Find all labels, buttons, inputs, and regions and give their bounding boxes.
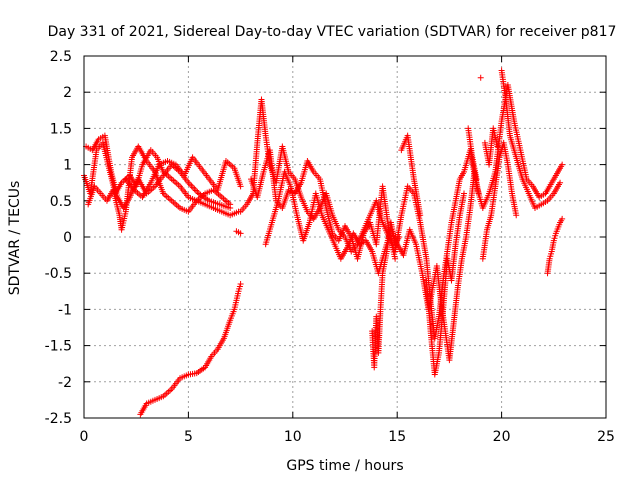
series-track-h <box>369 219 403 371</box>
data-point <box>461 190 468 197</box>
y-tick-label: -1 <box>58 302 72 318</box>
series-track-d <box>122 154 244 201</box>
series-track-c <box>85 143 234 233</box>
data-point <box>475 190 482 197</box>
series-track-g <box>262 139 520 364</box>
data-point <box>513 212 520 219</box>
data-point <box>494 143 501 150</box>
y-axis-label: SDTVAR / TECUs <box>7 181 23 296</box>
data-point <box>392 255 399 262</box>
data-point <box>227 201 234 208</box>
y-tick-label: 0.5 <box>50 194 72 210</box>
y-tick-label: 0 <box>63 230 72 246</box>
axes: 0 5 10 15 20 25 -2.5 -2 -1.5 -1 -0.5 0 0.5 1 1.5 2 2.5 <box>45 49 615 445</box>
y-tick-label: 2.5 <box>50 49 72 65</box>
data-point <box>237 281 244 288</box>
y-tick-label: 1.5 <box>50 121 72 137</box>
x-tick-label: 20 <box>493 429 511 445</box>
chart-title: Day 331 of 2021, Sidereal Day-to-day VTE… <box>48 24 617 40</box>
series-track-f <box>248 67 564 378</box>
data-markers <box>81 67 566 418</box>
data-point <box>237 230 244 237</box>
y-tick-label: -2 <box>58 375 72 391</box>
data-point <box>559 215 566 222</box>
x-tick-label: 15 <box>388 429 406 445</box>
data-point <box>237 183 244 190</box>
x-tick-label: 10 <box>284 429 302 445</box>
series-track-j <box>233 215 566 277</box>
x-axis-label: GPS time / hours <box>286 458 403 474</box>
x-tick-label: 0 <box>80 429 89 445</box>
series-track-i <box>137 281 244 418</box>
y-tick-label: 2 <box>63 85 72 101</box>
plot-frame <box>83 55 607 419</box>
x-tick-label: 25 <box>597 429 615 445</box>
y-tick-label: -1.5 <box>45 339 72 355</box>
y-tick-label: -0.5 <box>45 266 72 282</box>
x-tick-label: 5 <box>184 429 193 445</box>
data-point <box>557 179 564 186</box>
y-tick-label: 1 <box>63 158 72 174</box>
data-point <box>417 212 424 219</box>
y-tick-label: -2.5 <box>45 411 72 427</box>
data-point <box>396 234 403 240</box>
data-point <box>477 74 484 81</box>
data-point <box>559 161 566 168</box>
